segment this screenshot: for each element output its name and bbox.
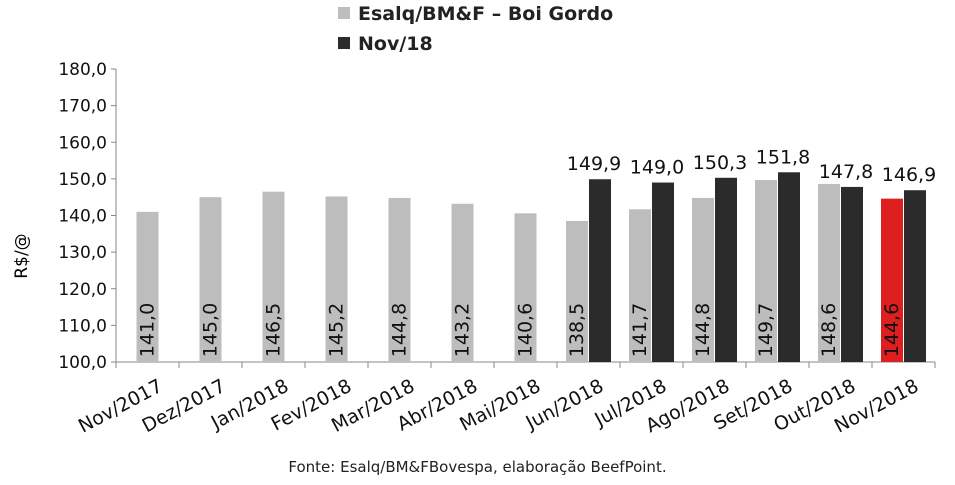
source-note: Fonte: Esalq/BM&FBovespa, elaboração Bee…	[288, 458, 667, 476]
data-label-nov18: 150,3	[693, 152, 747, 174]
bar-esalq	[881, 198, 903, 362]
bar-esalq	[514, 213, 537, 362]
bar-esalq	[136, 211, 159, 362]
y-tick-label: 110,0	[58, 316, 107, 336]
data-label-nov18: 147,8	[819, 161, 873, 183]
y-tick-label: 130,0	[58, 243, 107, 263]
bar-esalq	[566, 220, 588, 362]
data-label-esalq: 143,2	[452, 303, 474, 357]
bar-esalq	[755, 179, 777, 362]
y-tick-label: 120,0	[58, 280, 107, 300]
data-label-nov18: 149,9	[567, 153, 621, 175]
bar-esalq	[629, 209, 651, 362]
legend-label-series-2: Nov/18	[358, 33, 433, 55]
bar-nov18	[778, 172, 800, 362]
bar-nov18	[904, 190, 926, 362]
data-label-esalq: 146,5	[263, 303, 285, 357]
data-label-esalq: 144,8	[389, 303, 411, 357]
bar-nov18	[841, 186, 863, 362]
data-label-esalq: 145,0	[200, 303, 222, 357]
bar-esalq	[325, 196, 348, 362]
bar-nov18	[589, 179, 611, 362]
y-tick-label: 170,0	[58, 97, 107, 117]
data-label-esalq: 144,6	[881, 303, 903, 357]
data-label-esalq: 144,8	[692, 303, 714, 357]
legend-label-series-1: Esalq/BM&F – Boi Gordo	[358, 3, 614, 25]
y-tick-label: 180,0	[58, 60, 107, 80]
data-label-esalq: 140,6	[515, 303, 537, 357]
bar-esalq	[692, 197, 714, 362]
legend-swatch-series-1	[338, 7, 350, 19]
y-tick-label: 150,0	[58, 170, 107, 190]
y-tick-label: 160,0	[58, 133, 107, 153]
legend-swatch-series-2	[338, 37, 350, 49]
y-tick-label: 140,0	[58, 207, 107, 227]
data-label-esalq: 145,2	[326, 303, 348, 357]
legend-item-series-1: Esalq/BM&F – Boi Gordo	[338, 3, 613, 25]
bar-esalq	[818, 184, 840, 362]
data-label-esalq: 138,5	[566, 303, 588, 357]
data-label-esalq: 141,0	[137, 303, 159, 357]
bar-nov18	[715, 177, 737, 362]
data-label-esalq: 141,7	[629, 303, 651, 357]
bar-esalq	[451, 203, 474, 362]
data-label-nov18: 146,9	[882, 164, 936, 186]
data-label-nov18: 151,8	[756, 146, 810, 168]
legend-item-series-2: Nov/18	[338, 33, 433, 55]
y-tick-label: 100,0	[58, 353, 107, 373]
data-label-esalq: 149,7	[755, 303, 777, 357]
bar-esalq	[388, 197, 411, 362]
bar-nov18	[652, 182, 674, 362]
data-label-esalq: 148,6	[818, 303, 840, 357]
bar-esalq	[199, 197, 222, 362]
data-label-nov18: 149,0	[630, 157, 684, 179]
bar-esalq	[262, 191, 285, 362]
